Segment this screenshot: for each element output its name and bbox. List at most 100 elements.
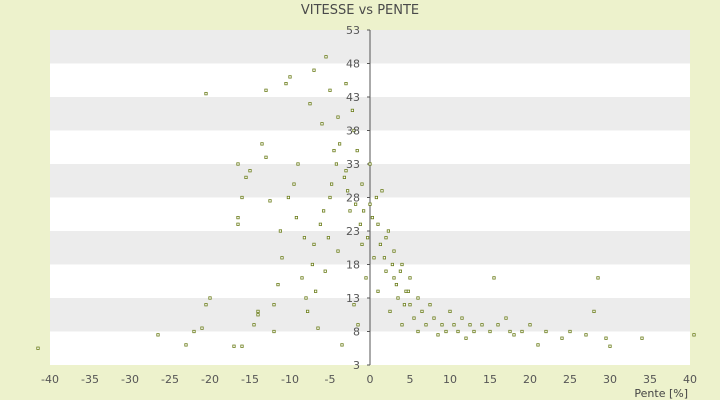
y-tick-label: 38 [346, 125, 360, 138]
scatter-point [472, 329, 476, 334]
scatter-point [390, 262, 395, 267]
x-tick-labels: -40 -35 -30 -25 -20 -15 -10 -5 0 5 10 15 20 25 30 35 40 [41, 373, 697, 386]
scatter-point [272, 303, 276, 307]
scatter-point [284, 82, 288, 86]
scatter-point [329, 182, 334, 186]
scatter-point [320, 122, 324, 126]
y-tick-label: 48 [346, 58, 360, 71]
x-tick-label: 10 [443, 373, 457, 386]
x-tick-label: -20 [201, 373, 219, 386]
scatter-point [350, 108, 355, 112]
scatter-point [204, 92, 208, 96]
y-tick-label: 8 [353, 326, 360, 339]
scatter-point [280, 256, 284, 260]
scatter-point [204, 303, 208, 307]
scatter-point [321, 209, 326, 213]
scatter-point [468, 323, 472, 327]
scatter-point [302, 236, 307, 240]
scatter-point [596, 276, 600, 280]
scatter-point [640, 336, 644, 340]
scatter-point [304, 296, 308, 300]
scatter-point [584, 333, 588, 337]
x-tick-label: -10 [281, 373, 299, 386]
scatter-point [200, 326, 204, 330]
scatter-point [208, 296, 212, 300]
scatter-point [608, 344, 612, 348]
scatter-point [560, 336, 564, 340]
scatter-point [364, 276, 368, 280]
scatter-point [352, 128, 356, 133]
scatter-point [334, 162, 339, 166]
scatter-point [488, 329, 492, 334]
scatter-point [444, 329, 448, 334]
scatter-point [456, 329, 460, 334]
scatter-point [380, 189, 384, 193]
x-tick-label: 5 [407, 373, 414, 386]
chart-title: VITESSE vs PENTE [301, 3, 419, 18]
scatter-point [300, 276, 304, 280]
scatter-point [313, 289, 318, 293]
scatter-point [256, 309, 260, 314]
scatter-point [264, 88, 268, 92]
scatter-point [294, 215, 299, 220]
scatter-point [358, 222, 363, 226]
scatter-point [192, 329, 196, 334]
scatter-point [326, 236, 331, 240]
scatter-point [36, 346, 40, 350]
scatter-point [400, 262, 404, 267]
scatter-point [384, 269, 388, 273]
scatter-point [460, 316, 464, 320]
scatter-point [568, 329, 572, 334]
scatter-point [345, 189, 350, 193]
scatter-point [360, 242, 364, 246]
scatter-point [360, 182, 364, 186]
scatter-point [240, 195, 244, 200]
x-tick-label: 0 [367, 373, 374, 386]
scatter-point [348, 209, 352, 213]
y-tick-label: 43 [346, 91, 360, 104]
scatter-point [440, 323, 444, 327]
scatter-point [464, 336, 468, 340]
scatter-point [412, 316, 416, 320]
scatter-point [378, 242, 383, 246]
scatter-point [452, 323, 456, 327]
scatter-point [416, 296, 420, 300]
scatter-point [402, 303, 407, 307]
scatter-point [376, 222, 380, 226]
scatter-point [268, 199, 272, 203]
scatter-point [520, 329, 524, 334]
y-tick-label: 23 [346, 225, 360, 238]
scatter-point [312, 68, 316, 72]
scatter-point [286, 195, 291, 200]
scatter-point [318, 222, 323, 226]
scatter-point [492, 276, 496, 280]
scatter-point [392, 276, 396, 280]
scatter-points [36, 55, 696, 350]
scatter-point [248, 169, 252, 173]
y-tick-label: 28 [346, 192, 360, 205]
scatter-point [382, 256, 387, 260]
scatter-point [340, 343, 344, 347]
scatter-point [256, 313, 260, 317]
scatter-point [264, 155, 268, 159]
scatter-point [420, 309, 424, 314]
scatter-point [353, 202, 358, 206]
scatter-point [356, 323, 360, 327]
x-tick-label: 25 [563, 373, 577, 386]
scatter-point [368, 162, 372, 166]
scatter-point [336, 249, 340, 253]
scatter-point [504, 316, 508, 320]
scatter-point [240, 344, 244, 348]
scatter-point [436, 333, 440, 337]
scatter-point [692, 333, 696, 337]
scatter-point [361, 209, 366, 213]
scatter-point [184, 343, 188, 347]
scatter-point [352, 303, 356, 307]
scatter-point [292, 182, 296, 186]
x-tick-label: 40 [683, 373, 697, 386]
scatter-point [278, 229, 283, 233]
scatter-point [328, 195, 332, 200]
scatter-point [408, 303, 412, 307]
